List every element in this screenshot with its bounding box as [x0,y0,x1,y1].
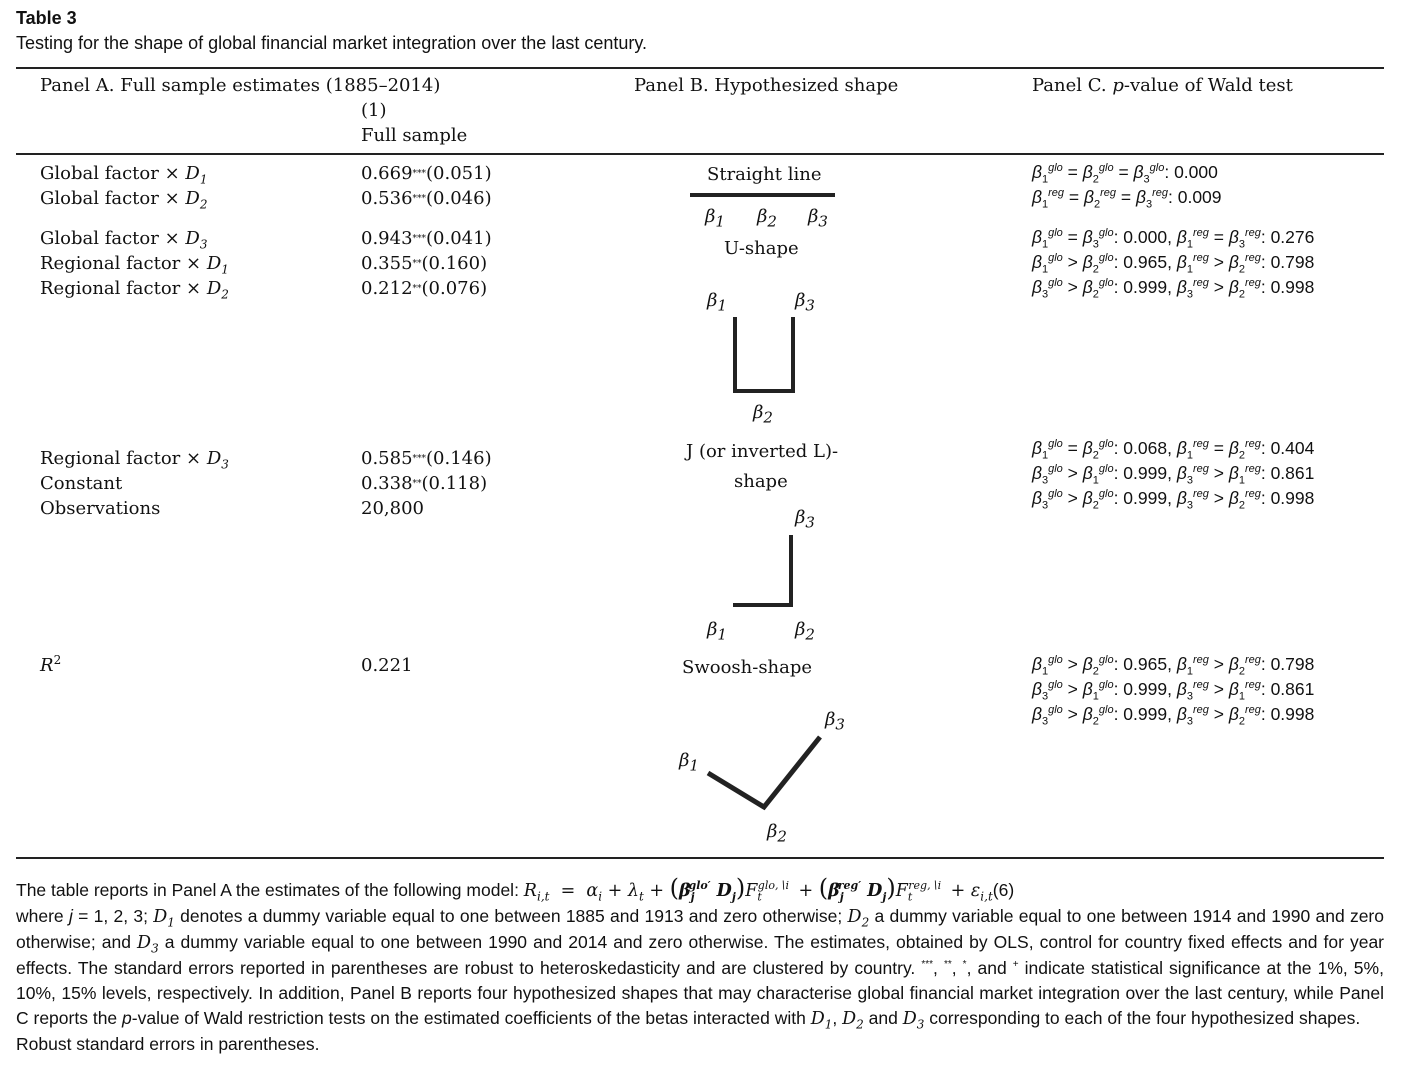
row-estimate: 0.338**(0.118) [361,473,488,494]
note-paragraph-1: The table reports in Panel A the estimat… [16,874,1385,1032]
table-caption: Testing for the shape of global financia… [16,33,648,53]
row-label: Regional factor × D1 [40,253,229,277]
row-estimate: 0.536***(0.046) [361,188,492,209]
row-label: Regional factor × D2 [40,278,229,302]
swoosh-beta-2: β2 [767,821,787,846]
u-beta-2: β2 [753,402,773,427]
row-label: Global factor × D3 [40,228,208,252]
panel-a-header: Panel A. Full sample estimates (1885–201… [40,75,441,96]
row-estimate: 0.221 [361,655,413,676]
wald-test-swoosh: β3glo > β2glo: 0.999, β3reg > β2reg: 0.9… [1032,704,1315,728]
swoosh-shape-title: Swoosh-shape [682,657,813,678]
straight-beta-1: β1 [705,206,725,231]
table-note: The table reports in Panel A the estimat… [16,876,1384,1057]
u-beta-3: β3 [795,290,815,315]
note-body: where j = 1, 2, 3; D1 denotes a dummy va… [16,906,1385,1032]
wald-test-straight: β1reg = β2reg = β3reg: 0.009 [1032,187,1222,211]
row-estimate: 0.212**(0.076) [361,278,488,299]
row-estimate: 0.943***(0.041) [361,228,492,249]
header-rule [16,153,1384,155]
wald-test-swoosh: β3glo > β1glo: 0.999, β3reg > β1reg: 0.8… [1032,679,1315,703]
wald-test-ushape: β1glo > β2glo: 0.965, β1reg > β2reg: 0.7… [1032,252,1315,276]
wald-test-jshape: β1glo = β2glo: 0.068, β1reg = β2reg: 0.4… [1032,438,1315,462]
row-label: Constant [40,473,123,494]
straight-line-title: Straight line [707,164,822,185]
straight-beta-2: β2 [757,206,777,231]
u-beta-1: β1 [707,290,727,315]
straight-beta-3: β3 [808,206,828,231]
model-equation: Ri,t = αi + λt + (βjglo′ Dj)Ftglo,∖i + (β… [523,874,993,904]
wald-test-swoosh: β1glo > β2glo: 0.965, β1reg > β2reg: 0.7… [1032,654,1315,678]
row-label: Global factor × D1 [40,163,208,187]
row-label: Observations [40,498,161,519]
panel-b-header: Panel B. Hypothesized shape [634,75,899,96]
j-shape-title-line1: J (or inverted L)- [686,441,839,462]
swoosh-beta-3: β3 [825,709,845,734]
top-rule [16,67,1384,69]
swoosh-beta-1: β1 [679,750,699,775]
column-name: Full sample [361,125,468,146]
table-label: Table 3 [16,8,77,28]
row-label: Regional factor × D3 [40,448,229,472]
column-number: (1) [361,100,387,121]
panel-c-header: Panel C. p-value of Wald test [1032,75,1293,96]
bottom-rule [16,857,1384,859]
note-paragraph-2: Robust standard errors in parentheses. [16,1034,320,1054]
row-estimate: 0.355**(0.160) [361,253,488,274]
wald-test-ushape: β3glo > β2glo: 0.999, β3reg > β2reg: 0.9… [1032,277,1315,301]
wald-test-jshape: β3glo > β1glo: 0.999, β3reg > β1reg: 0.8… [1032,463,1315,487]
u-shape-title: U-shape [724,238,799,259]
row-label: R2 [40,653,62,676]
row-estimate: 0.585***(0.146) [361,448,492,469]
j-shape-title-line2: shape [734,471,788,492]
wald-test-jshape: β3glo > β2glo: 0.999, β3reg > β2reg: 0.9… [1032,488,1315,512]
j-beta-1: β1 [707,619,727,644]
wald-test-straight: β1glo = β2glo = β3glo: 0.000 [1032,162,1218,186]
row-label: Global factor × D2 [40,188,208,212]
row-estimate: 0.669***(0.051) [361,163,492,184]
j-beta-3: β3 [795,507,815,532]
row-estimate: 20,800 [361,498,424,519]
j-beta-2: β2 [795,619,815,644]
wald-test-ushape: β1glo = β3glo: 0.000, β1reg = β3reg: 0.2… [1032,227,1315,251]
